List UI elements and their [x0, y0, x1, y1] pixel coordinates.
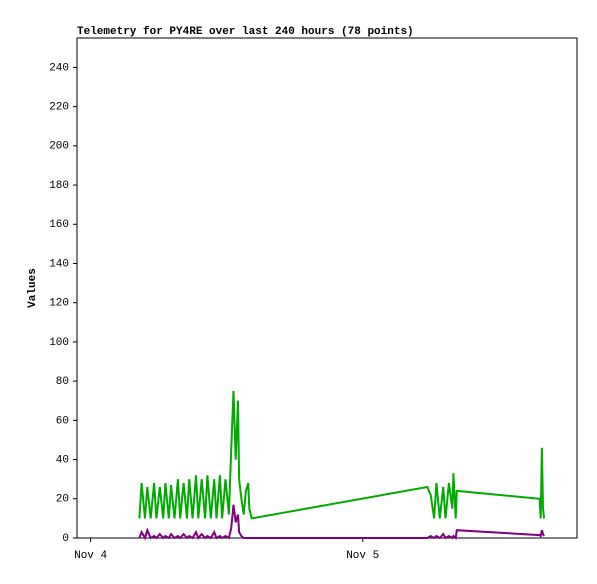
y-tick-label: 20 [56, 494, 69, 506]
y-tick-label: 220 [49, 102, 69, 114]
y-tick-label: 80 [56, 376, 69, 388]
chart-title: Telemetry for PY4RE over last 240 hours … [77, 26, 414, 38]
y-tick-label: 100 [49, 337, 69, 349]
plot-frame [76, 37, 578, 539]
y-tick-label: 40 [56, 454, 69, 466]
y-tick-label: 180 [49, 180, 69, 192]
y-tick-label: 0 [62, 533, 69, 545]
series-line [138, 390, 546, 520]
x-tick-label: Nov 5 [346, 550, 379, 562]
x-tick-label: Nov 4 [74, 550, 107, 562]
series-line [138, 504, 545, 541]
y-tick-label: 200 [49, 141, 69, 153]
y-tick-label: 240 [49, 62, 69, 74]
y-tick-label: 160 [49, 219, 69, 231]
y-tick-label: 60 [56, 415, 69, 427]
y-tick-label: 120 [49, 298, 69, 310]
y-tick-label: 140 [49, 258, 69, 270]
y-axis-label: Values [27, 268, 39, 308]
